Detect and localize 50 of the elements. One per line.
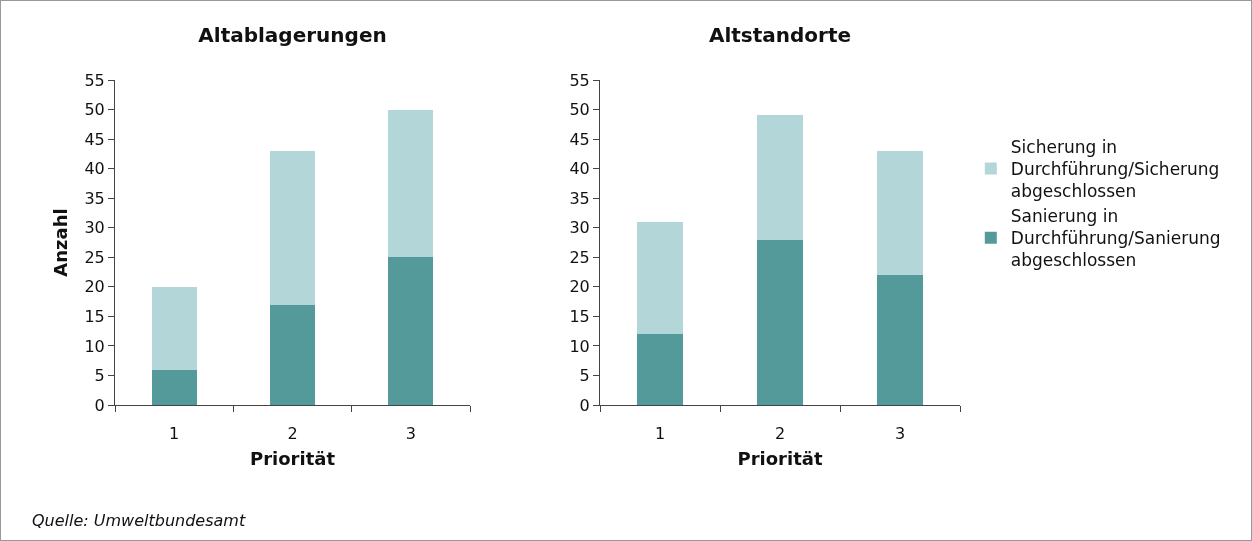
- x-axis-title: Priorität: [249, 448, 336, 470]
- y-tick-label: 50: [569, 100, 590, 120]
- y-tick-label: 45: [569, 129, 590, 149]
- y-tick-label: 35: [84, 188, 105, 208]
- y-tick-label: 0: [94, 395, 105, 415]
- x-tick-label: 3: [405, 424, 416, 444]
- bar: [877, 150, 923, 275]
- y-tick-label: 5: [579, 366, 590, 386]
- bar: [388, 257, 434, 405]
- y-tick-label: 10: [84, 336, 105, 356]
- y-tick-label: 50: [84, 100, 105, 120]
- y-tick-label: 10: [569, 336, 590, 356]
- chart-title: Altstandorte: [708, 23, 852, 48]
- x-axis-title: Priorität: [737, 448, 823, 470]
- bar: [637, 221, 683, 335]
- y-tick-label: 30: [569, 218, 590, 238]
- y-tick-label: 45: [84, 129, 105, 149]
- y-tick-label: 35: [569, 188, 590, 208]
- y-tick-label: 55: [84, 70, 105, 90]
- x-tick-label: 2: [287, 424, 298, 444]
- bar: [270, 304, 315, 405]
- y-tick-label: 25: [569, 247, 590, 267]
- bar: [151, 286, 197, 370]
- x-tick-label: 1: [169, 424, 180, 444]
- y-axis-title: Anzahl: [49, 208, 71, 277]
- y-tick-label: 40: [84, 159, 105, 179]
- x-tick-label: 2: [774, 424, 786, 444]
- bar: [388, 109, 434, 258]
- y-tick-label: 0: [579, 395, 590, 415]
- bar: [757, 115, 803, 240]
- y-tick-label: 15: [84, 306, 105, 326]
- source-note: Quelle: Umweltbundesamt: [32, 511, 246, 530]
- chart-title: Altablagerungen: [198, 23, 387, 48]
- y-tick-label: 40: [569, 159, 590, 179]
- legend-label: Sanierung in Durchführung/Sanierung abgeschlossen: [1010, 206, 1221, 271]
- bar: [151, 369, 197, 405]
- y-tick-label: 20: [569, 277, 590, 297]
- y-tick-label: 55: [569, 70, 590, 90]
- bar: [637, 334, 683, 405]
- x-tick-label: 3: [894, 424, 906, 444]
- legend-label: Sicherung in Durchführung/Sicherung abgeschlossen: [1010, 136, 1220, 202]
- bar: [270, 150, 315, 305]
- y-tick-label: 25: [84, 247, 105, 267]
- y-tick-label: 20: [84, 277, 105, 297]
- x-tick-label: 1: [654, 424, 666, 444]
- bar: [757, 239, 803, 405]
- bar: [877, 275, 923, 405]
- y-tick-label: 15: [569, 306, 590, 326]
- y-tick-label: 30: [84, 218, 105, 238]
- y-tick-label: 5: [94, 366, 105, 386]
